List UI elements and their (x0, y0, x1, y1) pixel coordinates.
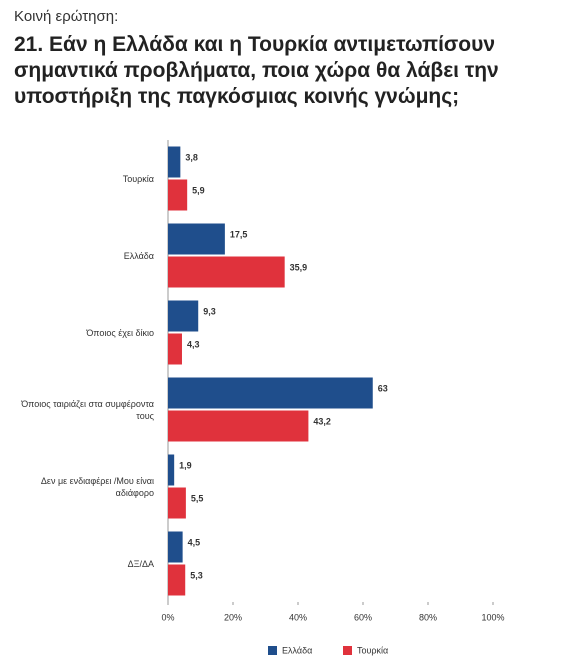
value-label: 5,5 (191, 493, 204, 503)
bar (168, 333, 182, 365)
legend-label: Τουρκία (357, 645, 388, 655)
value-label: 3,8 (185, 152, 198, 162)
value-label: 5,9 (192, 185, 205, 195)
value-label: 4,3 (187, 339, 200, 349)
category-label: ΔΞ/ΔΑ (127, 558, 154, 569)
value-label: 43,2 (313, 416, 331, 426)
legend-swatch (343, 646, 352, 655)
bar (168, 454, 175, 486)
category-label: Δεν με ενδιαφέρει /Μου είναι αδιάφορο (40, 475, 154, 498)
bar (168, 256, 285, 288)
category-label: Όποιος ταιριάζει στα συμφέροντα τους (21, 398, 154, 421)
value-label: 4,5 (188, 537, 201, 547)
x-tick-label: 100% (481, 612, 504, 622)
x-tick-label: 20% (224, 612, 242, 622)
bar (168, 410, 309, 442)
category-label: Τουρκία (122, 173, 154, 184)
x-tick-label: 0% (161, 612, 174, 622)
bar (168, 300, 199, 332)
bar (168, 179, 188, 211)
x-tick-label: 60% (354, 612, 372, 622)
legend-label: Ελλάδα (282, 645, 312, 655)
category-label: Ελλάδα (123, 250, 154, 261)
legend-swatch (268, 646, 277, 655)
bar (168, 377, 373, 409)
bar (168, 564, 186, 596)
subtitle: Κοινή ερώτηση: (14, 8, 119, 25)
value-label: 9,3 (203, 306, 216, 316)
value-label: 63 (378, 383, 388, 393)
bar (168, 146, 181, 178)
x-tick-label: 80% (419, 612, 437, 622)
value-label: 35,9 (290, 262, 308, 272)
value-label: 1,9 (179, 460, 192, 470)
category-label: Όποιος έχει δίκιο (86, 327, 154, 338)
bar (168, 487, 186, 519)
bar (168, 531, 183, 563)
value-label: 5,3 (190, 570, 203, 580)
x-tick-label: 40% (289, 612, 307, 622)
bar (168, 223, 225, 255)
chart-title: 21. Εάν η Ελλάδα και η Τουρκία αντιμετωπ… (14, 33, 499, 108)
value-label: 17,5 (230, 229, 248, 239)
